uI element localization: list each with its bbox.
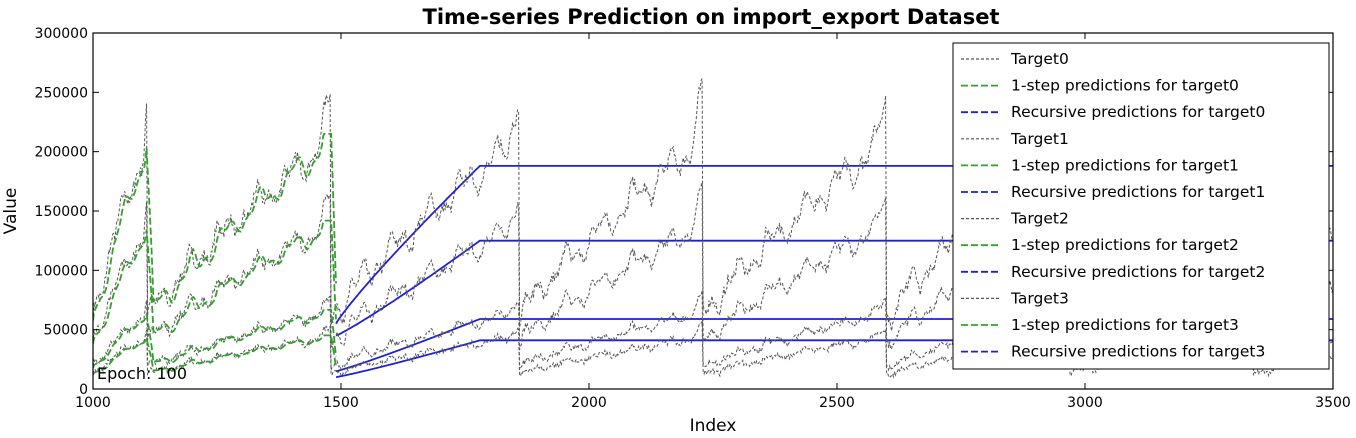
legend-label: 1-step predictions for target2 bbox=[1011, 236, 1239, 254]
series-line-1step-target0 bbox=[93, 133, 337, 321]
x-tick-label: 2000 bbox=[571, 395, 607, 411]
x-tick-label: 3500 bbox=[1315, 395, 1351, 411]
x-tick-label: 1500 bbox=[323, 395, 359, 411]
legend-label: 1-step predictions for target0 bbox=[1011, 77, 1239, 95]
y-tick-label: 100000 bbox=[35, 263, 88, 279]
legend-label: Recursive predictions for target2 bbox=[1011, 263, 1265, 281]
legend-label: Recursive predictions for target3 bbox=[1011, 343, 1265, 361]
ticks-layer: 1000 1500 2000 2500 3000 3500 0 50000 100000 1500… bbox=[35, 26, 1351, 411]
y-tick-label: 50000 bbox=[43, 323, 88, 339]
y-tick-label: 300000 bbox=[35, 26, 88, 42]
legend: Target0 1-step predictions for target0 Rec… bbox=[952, 42, 1330, 370]
legend-label: Target0 bbox=[1010, 50, 1069, 68]
legend-label: 1-step predictions for target1 bbox=[1011, 156, 1239, 174]
y-tick-label: 250000 bbox=[35, 85, 88, 101]
legend-box bbox=[952, 42, 1330, 370]
series-line-1step-target3 bbox=[93, 334, 337, 376]
y-tick-label: 200000 bbox=[35, 145, 88, 161]
x-tick-label: 1000 bbox=[75, 395, 111, 411]
x-tick-label: 2500 bbox=[819, 395, 855, 411]
legend-label: 1-step predictions for target3 bbox=[1011, 316, 1239, 334]
y-tick-label: 0 bbox=[79, 382, 88, 398]
x-tick-label: 3000 bbox=[1067, 395, 1103, 411]
y-axis-label: Value bbox=[1, 188, 21, 235]
epoch-annotation: Epoch: 100 bbox=[97, 364, 187, 383]
x-axis-label: Index bbox=[690, 416, 737, 436]
y-tick-label: 150000 bbox=[35, 204, 88, 220]
legend-label: Recursive predictions for target0 bbox=[1011, 103, 1265, 121]
chart-title: Time-series Prediction on import_export … bbox=[423, 5, 1000, 29]
legend-label: Target1 bbox=[1010, 130, 1069, 148]
legend-label: Target3 bbox=[1010, 289, 1069, 307]
series-line-1step-target1 bbox=[93, 219, 337, 344]
legend-label: Recursive predictions for target1 bbox=[1011, 183, 1265, 201]
series-line-1step-target2 bbox=[93, 309, 337, 369]
legend-label: Target2 bbox=[1010, 210, 1069, 228]
series-line-target1 bbox=[93, 182, 1333, 351]
